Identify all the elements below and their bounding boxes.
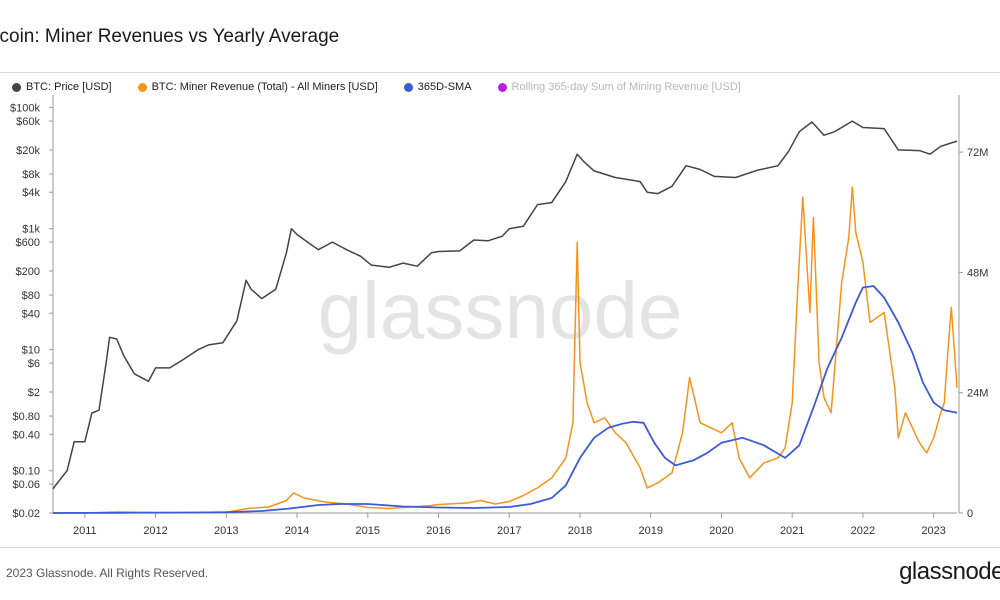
right-tick-label: 0: [967, 508, 973, 520]
left-tick-label: $20k: [16, 145, 40, 157]
legend-dot-miner-revenue: [137, 82, 147, 92]
legend-item-price[interactable]: BTC: Price [USD]: [12, 81, 112, 93]
x-tick-label: 2016: [426, 525, 450, 537]
legend-dot-price: [12, 82, 21, 92]
copyright-text: 2023 Glassnode. All Rights Reserved.: [6, 566, 209, 580]
left-tick-label: $0.10: [12, 466, 40, 478]
x-tick-label: 2021: [780, 525, 804, 537]
legend-label-price: BTC: Price [USD]: [26, 81, 112, 93]
legend-label-sma: 365D-SMA: [417, 81, 472, 93]
legend-item-sma[interactable]: 365D-SMA: [403, 81, 472, 93]
x-tick-label: 2011: [73, 525, 97, 537]
left-tick-label: $6: [28, 358, 40, 370]
left-tick-label: $0.80: [12, 411, 40, 423]
miner-revenue-line: [53, 186, 958, 514]
x-tick-label: 2022: [851, 525, 875, 537]
legend-item-rolling-sum[interactable]: Rolling 365-day Sum of Mining Revenue [U…: [497, 81, 741, 93]
left-tick-label: $100k: [10, 103, 40, 115]
left-tick-label: $0.40: [12, 429, 40, 441]
left-tick-label: $8k: [22, 169, 40, 181]
x-tick-label: 2014: [285, 525, 309, 537]
sma-365d-line: [52, 285, 958, 514]
footer-divider: [0, 547, 1000, 548]
x-tick-label: 2023: [921, 525, 945, 537]
chart-legend: BTC: Price [USD] BTC: Miner Revenue (Tot…: [12, 81, 767, 93]
left-tick-label: $200: [16, 266, 40, 278]
legend-dot-rolling-sum: [497, 82, 507, 92]
left-tick-label: $0.06: [12, 479, 40, 491]
chart-title: itcoin: Miner Revenues vs Yearly Average: [0, 26, 340, 47]
x-tick-label: 2012: [143, 525, 167, 537]
legend-label-miner-revenue: BTC: Miner Revenue (Total) - All Miners …: [151, 81, 378, 93]
left-tick-label: $600: [16, 237, 40, 249]
legend-dot-sma: [403, 82, 413, 92]
left-tick-label: $60k: [16, 116, 40, 128]
left-tick-label: $4k: [22, 187, 40, 199]
price-line: [52, 120, 958, 490]
left-tick-label: $2: [28, 387, 40, 399]
x-tick-label: 2019: [638, 525, 662, 537]
left-tick-label: $80: [22, 290, 40, 302]
x-tick-label: 2018: [568, 525, 592, 537]
left-tick-label: $10: [22, 345, 40, 357]
header-divider: [0, 72, 1000, 73]
left-tick-label: $1k: [22, 224, 40, 236]
x-tick-label: 2017: [497, 525, 521, 537]
right-tick-label: 48M: [967, 267, 988, 279]
right-tick-label: 72M: [967, 147, 988, 159]
right-tick-label: 24M: [967, 388, 988, 400]
legend-item-miner-revenue[interactable]: BTC: Miner Revenue (Total) - All Miners …: [137, 81, 378, 93]
left-tick-label: $0.02: [12, 508, 40, 520]
left-tick-label: $40: [22, 308, 40, 320]
brand-logo: glassnode: [899, 558, 1000, 585]
x-tick-label: 2020: [709, 525, 733, 537]
x-tick-label: 2015: [356, 525, 380, 537]
x-tick-label: 2013: [214, 525, 238, 537]
legend-label-rolling-sum: Rolling 365-day Sum of Mining Revenue [U…: [511, 81, 741, 93]
watermark-text: glassnode: [318, 266, 683, 355]
